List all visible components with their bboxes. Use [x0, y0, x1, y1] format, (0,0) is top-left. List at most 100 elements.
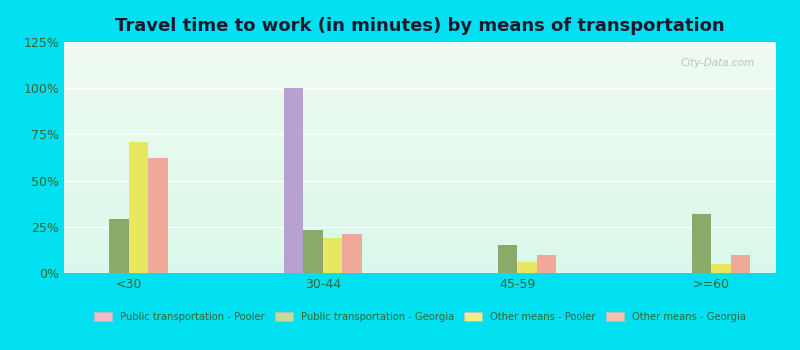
Bar: [64, 147, 776, 148]
Bar: [64, 261, 776, 262]
Text: City-Data.com: City-Data.com: [681, 58, 754, 68]
Bar: [64, 220, 776, 221]
Bar: [64, 235, 776, 236]
Bar: [64, 226, 776, 227]
Bar: [64, 198, 776, 199]
Bar: [64, 92, 776, 93]
Bar: [64, 193, 776, 195]
Bar: [64, 254, 776, 256]
Bar: [64, 129, 776, 130]
Bar: [64, 228, 776, 229]
Bar: [64, 219, 776, 220]
Bar: [64, 42, 776, 43]
Bar: [64, 155, 776, 156]
Bar: [64, 161, 776, 162]
Bar: [64, 262, 776, 264]
Bar: [64, 86, 776, 87]
Bar: [64, 120, 776, 122]
Bar: [64, 259, 776, 260]
Bar: [64, 150, 776, 152]
Bar: [64, 61, 776, 62]
Bar: [64, 110, 776, 111]
Bar: [64, 93, 776, 94]
Bar: [64, 107, 776, 108]
Bar: [64, 207, 776, 208]
Bar: [64, 218, 776, 219]
Bar: [64, 265, 776, 266]
Bar: [64, 230, 776, 231]
Bar: [64, 242, 776, 243]
Bar: [64, 253, 776, 254]
Bar: [64, 227, 776, 228]
Bar: [64, 152, 776, 153]
Bar: [64, 229, 776, 230]
Bar: [64, 125, 776, 126]
Bar: [64, 212, 776, 213]
Bar: [64, 144, 776, 145]
Bar: [64, 221, 776, 222]
Bar: [64, 264, 776, 265]
Bar: [64, 85, 776, 86]
Bar: [64, 204, 776, 205]
Bar: [64, 247, 776, 249]
Bar: [64, 73, 776, 74]
Bar: [64, 156, 776, 158]
Bar: [64, 65, 776, 66]
Bar: [64, 46, 776, 47]
Bar: [64, 139, 776, 140]
Bar: [64, 117, 776, 118]
Bar: [498, 245, 517, 273]
Bar: [64, 134, 776, 135]
Bar: [64, 142, 776, 144]
Bar: [64, 191, 776, 192]
Legend: Public transportation - Pooler, Public transportation - Georgia, Other means - P: Public transportation - Pooler, Public t…: [90, 308, 750, 326]
Bar: [64, 100, 776, 101]
Bar: [64, 148, 776, 149]
Bar: [64, 222, 776, 223]
Bar: [64, 127, 776, 129]
Bar: [64, 106, 776, 107]
Bar: [64, 201, 776, 203]
Bar: [64, 176, 776, 177]
Bar: [64, 141, 776, 142]
Bar: [64, 43, 776, 44]
Bar: [64, 224, 776, 226]
Bar: [64, 94, 776, 95]
Bar: [64, 208, 776, 209]
Bar: [64, 56, 776, 57]
Bar: [64, 104, 776, 106]
Bar: [64, 223, 776, 224]
Bar: [64, 140, 776, 141]
Bar: [64, 195, 776, 196]
Bar: [64, 169, 776, 170]
Bar: [64, 55, 776, 56]
Bar: [64, 243, 776, 244]
Bar: [64, 237, 776, 238]
Bar: [64, 80, 776, 81]
Bar: [64, 258, 776, 259]
Bar: [64, 196, 776, 197]
Bar: [64, 160, 776, 161]
Bar: [284, 88, 303, 273]
Bar: [64, 268, 776, 270]
Title: Travel time to work (in minutes) by means of transportation: Travel time to work (in minutes) by mean…: [115, 17, 725, 35]
Bar: [64, 50, 776, 51]
Bar: [64, 213, 776, 214]
Bar: [64, 251, 776, 252]
Bar: [64, 123, 776, 124]
Bar: [64, 239, 776, 241]
Bar: [64, 266, 776, 267]
Bar: [64, 60, 776, 61]
Bar: [64, 214, 776, 215]
Bar: [64, 181, 776, 182]
Bar: [64, 76, 776, 77]
Bar: [64, 135, 776, 137]
Bar: [64, 122, 776, 123]
Bar: [64, 109, 776, 110]
Bar: [64, 101, 776, 102]
Bar: [64, 211, 776, 212]
Bar: [64, 203, 776, 204]
Bar: [64, 209, 776, 211]
Bar: [64, 205, 776, 206]
Bar: [64, 137, 776, 138]
